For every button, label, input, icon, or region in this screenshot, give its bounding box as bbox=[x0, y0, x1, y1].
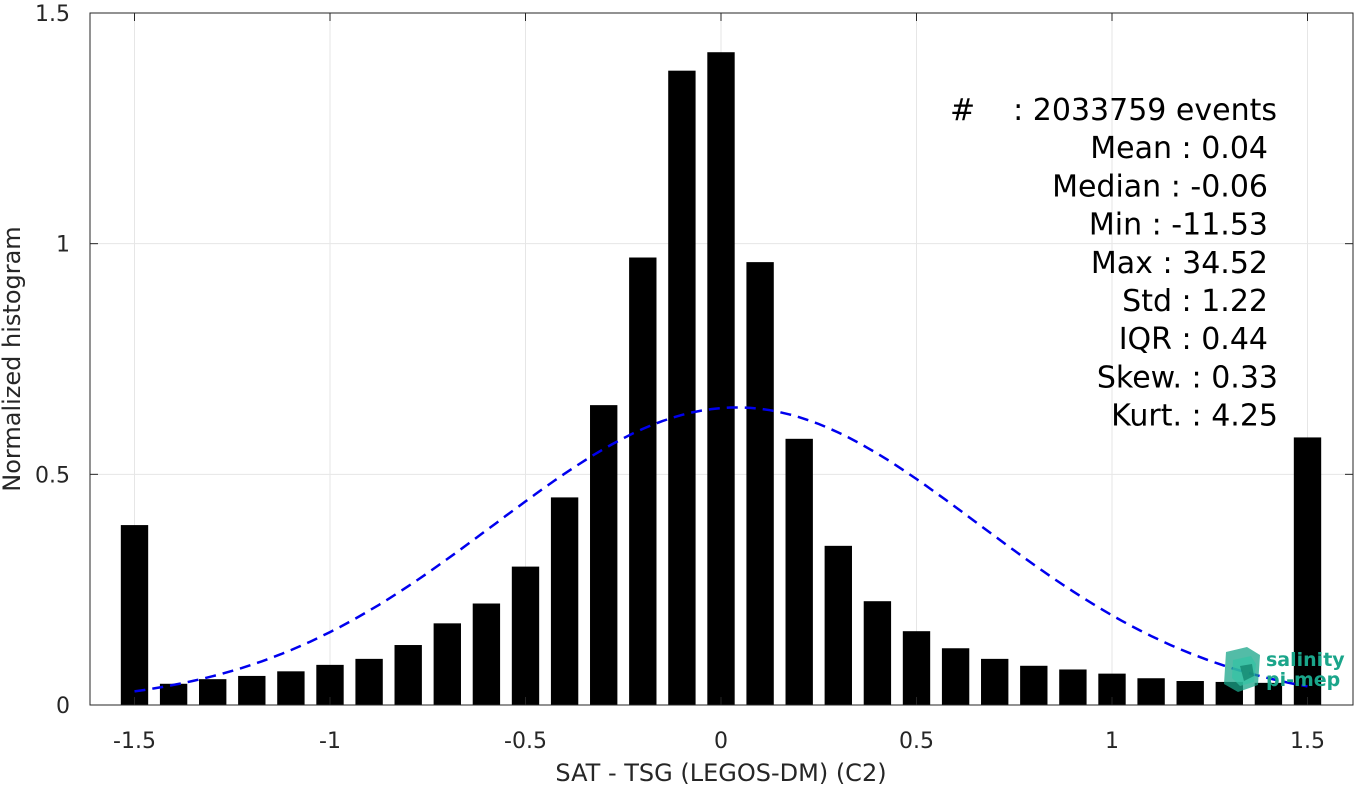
histogram-bar bbox=[707, 52, 735, 706]
stat-line: Mean : 0.04 bbox=[1090, 131, 1268, 166]
histogram-bar bbox=[511, 566, 540, 705]
histogram-bar bbox=[785, 438, 813, 705]
stat-label: Kurt. bbox=[1111, 399, 1191, 434]
stat-value: : 34.52 bbox=[1162, 246, 1268, 281]
stat-line: Std : 1.22 bbox=[1122, 284, 1268, 319]
histogram-bar bbox=[394, 645, 422, 705]
stat-value: : -11.53 bbox=[1152, 208, 1268, 243]
stat-line: Median : -0.06 bbox=[1052, 169, 1268, 204]
stat-value: : -0.06 bbox=[1171, 169, 1268, 204]
stat-line: IQR : 0.44 bbox=[1119, 322, 1268, 357]
histogram-bar bbox=[120, 525, 149, 705]
stat-label: Std bbox=[1122, 284, 1181, 319]
logo-text-line1: salinity bbox=[1266, 649, 1345, 671]
histogram-bar bbox=[590, 405, 618, 705]
stat-label: # bbox=[950, 93, 975, 128]
stat-label: Min bbox=[1089, 208, 1152, 243]
bars bbox=[120, 52, 1322, 706]
y-tick-label: 1 bbox=[56, 233, 70, 258]
histogram-bar bbox=[668, 70, 696, 705]
histogram-bar bbox=[1293, 437, 1322, 705]
x-tick-label: 1.5 bbox=[1290, 729, 1325, 754]
stat-label: IQR bbox=[1119, 322, 1182, 357]
histogram-bar bbox=[746, 262, 774, 705]
stat-line: Max : 34.52 bbox=[1091, 246, 1268, 281]
stat-value: : 4.25 bbox=[1192, 399, 1278, 434]
stat-label: Skew. bbox=[1097, 360, 1192, 395]
normal-fit-curve bbox=[134, 406, 1308, 693]
histogram-bar bbox=[199, 679, 227, 705]
x-axis-label: SAT - TSG (LEGOS-DM) (C2) bbox=[555, 759, 886, 785]
stat-label: Median bbox=[1052, 169, 1171, 204]
histogram-bar bbox=[550, 497, 579, 705]
histogram-bar bbox=[824, 545, 852, 705]
histogram-bar bbox=[472, 603, 501, 705]
histogram-bar bbox=[238, 675, 266, 705]
histogram-bar bbox=[941, 648, 970, 705]
x-tick-label: 0 bbox=[714, 729, 728, 754]
histogram-bar bbox=[1059, 669, 1087, 705]
y-tick-label: 1.5 bbox=[35, 2, 70, 27]
salinity-pimep-logo: salinity pi-mep bbox=[1224, 647, 1345, 692]
histogram-bar bbox=[355, 658, 383, 705]
x-tick-label: -0.5 bbox=[504, 729, 547, 754]
y-tick-label: 0 bbox=[56, 694, 70, 719]
histogram-bar bbox=[433, 623, 461, 705]
stat-line: Skew. : 0.33 bbox=[1097, 360, 1278, 395]
y-tick-label: 0.5 bbox=[35, 463, 70, 488]
x-tick-label: -1 bbox=[319, 729, 341, 754]
histogram-bar bbox=[277, 671, 305, 705]
histogram-bar bbox=[1176, 681, 1204, 705]
logo-mark-icon bbox=[1224, 647, 1260, 692]
stat-line: Min : -11.53 bbox=[1089, 208, 1268, 243]
stat-label: Max bbox=[1091, 246, 1163, 281]
x-tick-labels: -1.5 -1 -0.5 0 0.5 1 1.5 bbox=[113, 729, 1325, 754]
histogram-bar bbox=[1137, 678, 1165, 705]
x-tick-label: 0.5 bbox=[899, 729, 934, 754]
histogram-bar bbox=[159, 683, 188, 705]
logo-text-line2: pi-mep bbox=[1266, 669, 1340, 691]
stat-value: : 2033759 events bbox=[1013, 93, 1277, 128]
stat-value: : 0.33 bbox=[1192, 360, 1278, 395]
x-tick-label: -1.5 bbox=[113, 729, 156, 754]
stat-label: Mean bbox=[1090, 131, 1181, 166]
y-axis-label: Normalized histogram bbox=[0, 226, 26, 491]
histogram-bar bbox=[1254, 682, 1283, 705]
stat-value: : 0.04 bbox=[1182, 131, 1268, 166]
histogram-bar bbox=[981, 658, 1009, 705]
ticks bbox=[90, 12, 1353, 706]
stat-value: : 1.22 bbox=[1182, 284, 1268, 319]
histogram-bar bbox=[902, 631, 931, 705]
x-tick-label: 1 bbox=[1105, 729, 1119, 754]
histogram-bar bbox=[863, 601, 892, 705]
stat-line: Kurt. : 4.25 bbox=[1111, 399, 1278, 434]
histogram-bar bbox=[629, 257, 657, 705]
stat-value: : 0.44 bbox=[1182, 322, 1268, 357]
y-tick-labels: 0 0.5 1 1.5 bbox=[35, 2, 70, 719]
histogram-bar bbox=[1020, 665, 1048, 705]
